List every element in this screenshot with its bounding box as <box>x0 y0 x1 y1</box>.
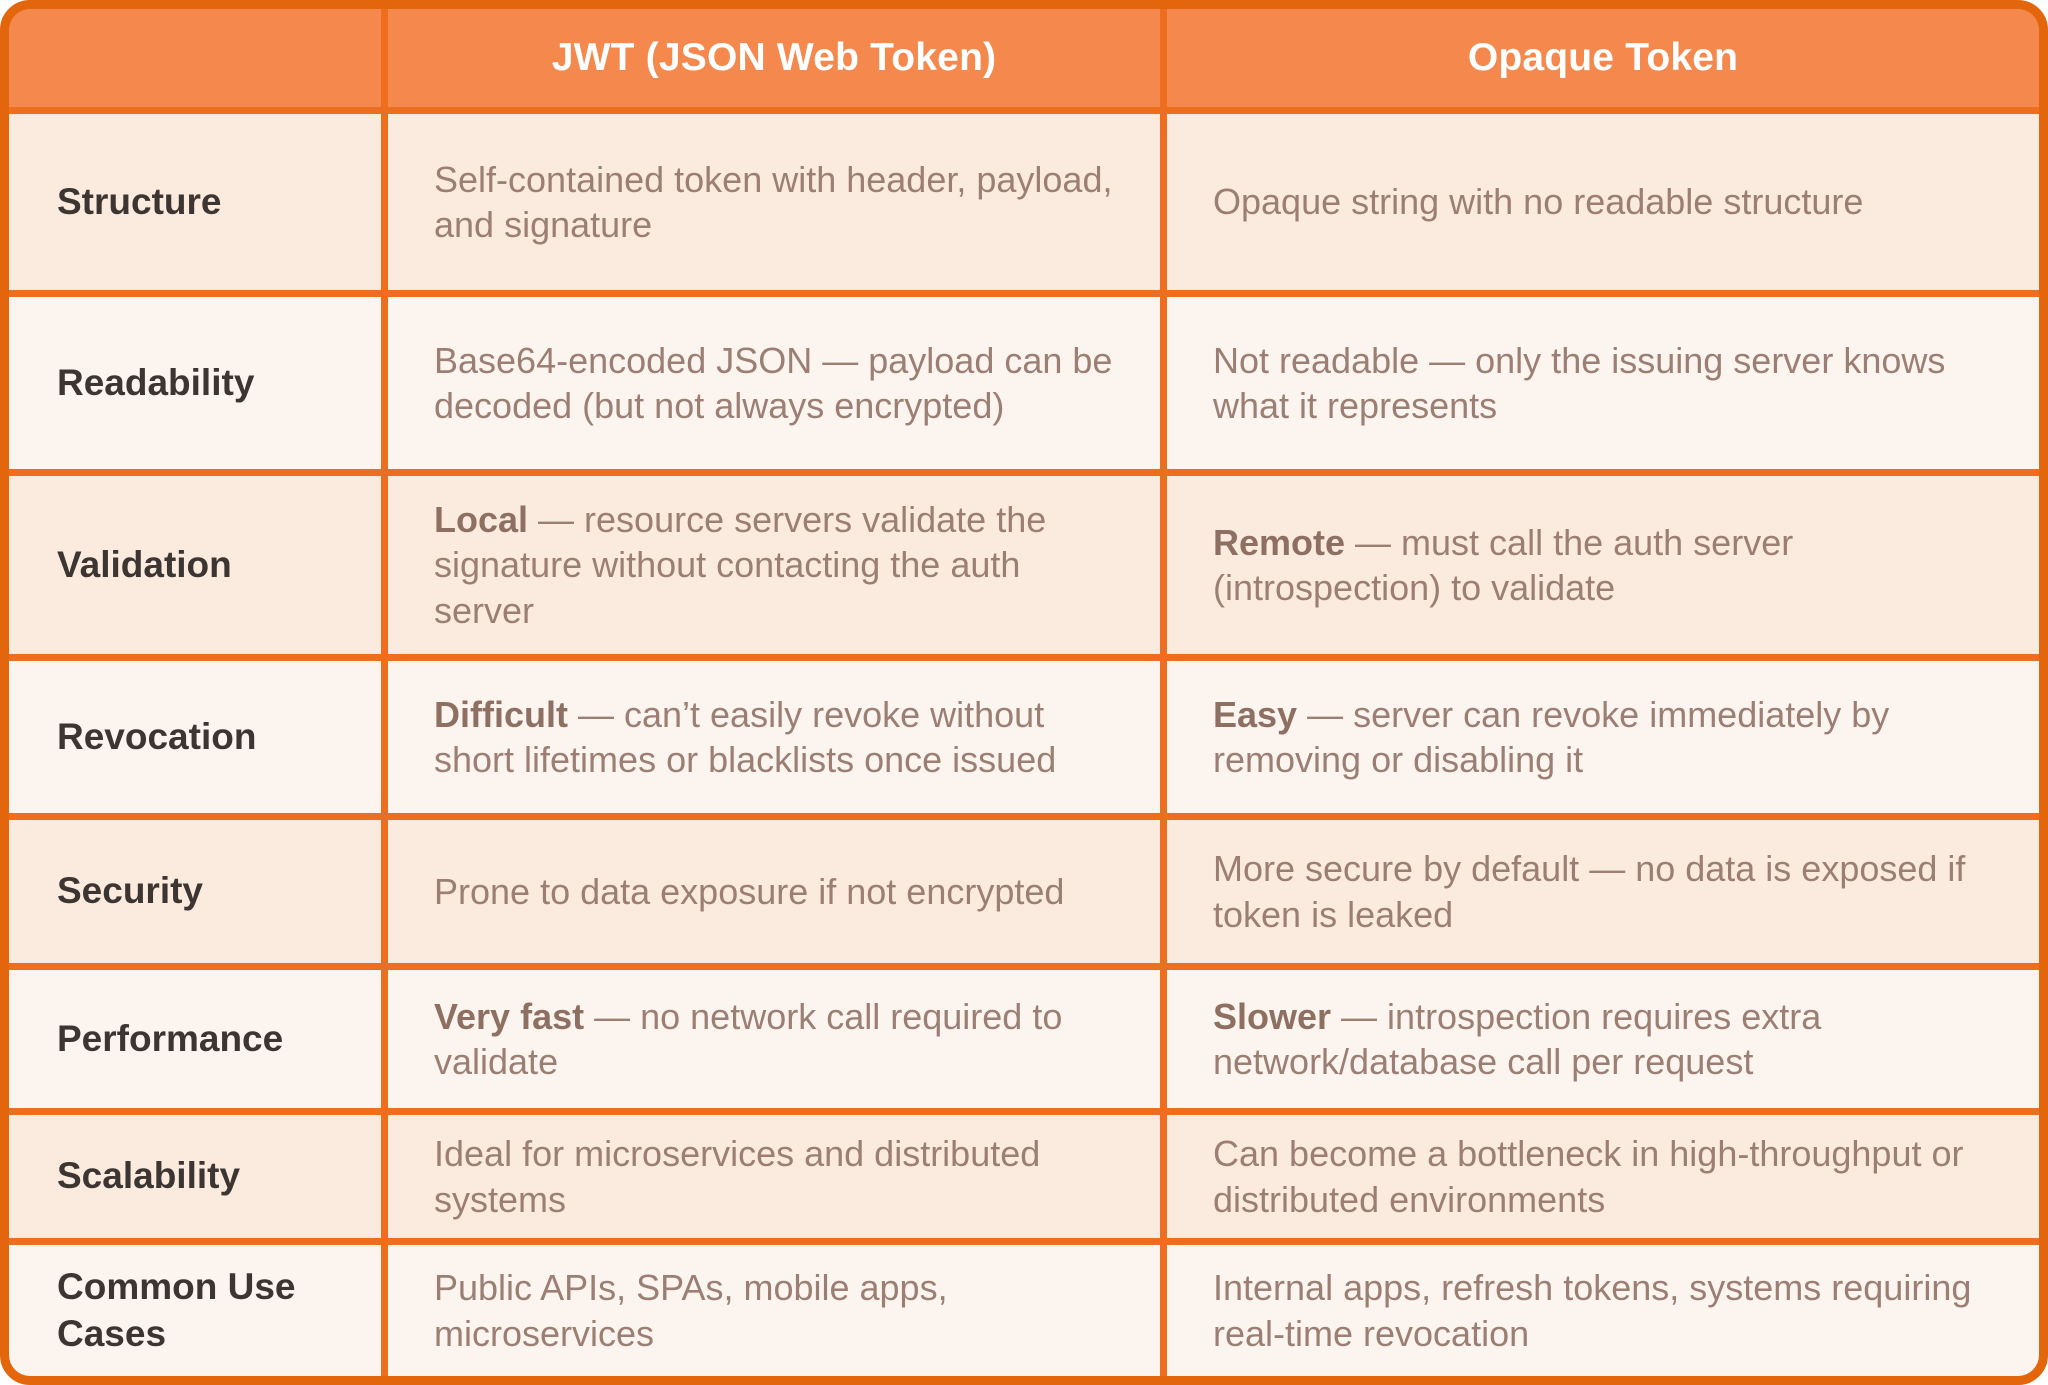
header-jwt-label: JWT (JSON Web Token) <box>551 36 997 79</box>
cell-common-use-cases-opaque: Internal apps, refresh tokens, systems r… <box>1167 1245 2039 1376</box>
row-label-scalability: Scalability <box>9 1115 381 1238</box>
cell-text: Internal apps, refresh tokens, systems r… <box>1213 1267 1972 1354</box>
cell-text: Can become a bottleneck in high-throughp… <box>1213 1133 1964 1220</box>
cell-text: Self-contained token with header, payloa… <box>434 158 1113 245</box>
cell-lead: Easy <box>1213 693 1298 735</box>
cell-lead: Remote <box>1213 521 1346 563</box>
row-label-structure: Structure <box>9 114 381 290</box>
cell-performance-opaque: Slower — introspection requires extra ne… <box>1167 970 2039 1108</box>
cell-lead: Difficult <box>434 693 568 735</box>
header-opaque-column: Opaque Token <box>1167 9 2039 107</box>
cell-lead: Very fast <box>434 995 585 1037</box>
cell-performance-jwt: Very fast — no network call required to … <box>388 970 1160 1108</box>
cell-text: Base64-encoded JSON — payload can be dec… <box>434 339 1113 426</box>
cell-revocation-jwt: Difficult — can’t easily revoke without … <box>388 661 1160 813</box>
row-label-readability: Readability <box>9 297 381 469</box>
cell-readability-jwt: Base64-encoded JSON — payload can be dec… <box>388 297 1160 469</box>
cell-validation-jwt: Local — resource servers validate the si… <box>388 476 1160 654</box>
cell-scalability-jwt: Ideal for microservices and distributed … <box>388 1115 1160 1238</box>
cell-common-use-cases-jwt: Public APIs, SPAs, mobile apps, microser… <box>388 1245 1160 1376</box>
row-label-security: Security <box>9 820 381 963</box>
header-jwt-column: JWT (JSON Web Token) <box>388 9 1160 107</box>
cell-text: Public APIs, SPAs, mobile apps, microser… <box>434 1267 948 1354</box>
cell-text: Not readable — only the issuing server k… <box>1213 339 1946 426</box>
row-label-text: Structure <box>57 180 222 222</box>
row-label-text: Security <box>57 870 204 912</box>
row-label-common-use-cases: Common Use Cases <box>9 1245 381 1376</box>
cell-scalability-opaque: Can become a bottleneck in high-throughp… <box>1167 1115 2039 1238</box>
cell-security-jwt: Prone to data exposure if not encrypted <box>388 820 1160 963</box>
cell-lead: Local <box>434 498 529 540</box>
cell-readability-opaque: Not readable — only the issuing server k… <box>1167 297 2039 469</box>
header-opaque-label: Opaque Token <box>1467 36 1739 79</box>
cell-text: — server can revoke immediately by remov… <box>1213 693 1890 780</box>
cell-validation-opaque: Remote — must call the auth server (intr… <box>1167 476 2039 654</box>
cell-lead: Slower <box>1213 995 1332 1037</box>
row-label-text: Revocation <box>57 715 257 757</box>
row-label-text: Performance <box>57 1017 284 1059</box>
cell-structure-jwt: Self-contained token with header, payloa… <box>388 114 1160 290</box>
cell-text: More secure by default — no data is expo… <box>1213 848 1966 935</box>
cell-text: — must call the auth server (introspecti… <box>1213 521 1794 608</box>
cell-text: — can’t easily revoke without short life… <box>434 693 1057 780</box>
cell-security-opaque: More secure by default — no data is expo… <box>1167 820 2039 963</box>
cell-structure-opaque: Opaque string with no readable structure <box>1167 114 2039 290</box>
row-label-revocation: Revocation <box>9 661 381 813</box>
row-label-text: Scalability <box>57 1155 241 1197</box>
cell-text: Opaque string with no readable structure <box>1213 181 1864 223</box>
row-label-performance: Performance <box>9 970 381 1108</box>
row-label-text: Validation <box>57 543 232 585</box>
row-label-text: Readability <box>57 361 255 403</box>
cell-text: — introspection requires extra network/d… <box>1213 995 1822 1082</box>
cell-text: Prone to data exposure if not encrypted <box>434 870 1065 912</box>
header-corner-cell <box>9 9 381 107</box>
cell-text: Ideal for microservices and distributed … <box>434 1133 1041 1220</box>
cell-text: — resource servers validate the signatur… <box>434 498 1047 631</box>
row-label-text: Common Use Cases <box>57 1266 296 1354</box>
row-label-validation: Validation <box>9 476 381 654</box>
cell-text: — no network call required to validate <box>434 995 1063 1082</box>
cell-revocation-opaque: Easy — server can revoke immediately by … <box>1167 661 2039 813</box>
